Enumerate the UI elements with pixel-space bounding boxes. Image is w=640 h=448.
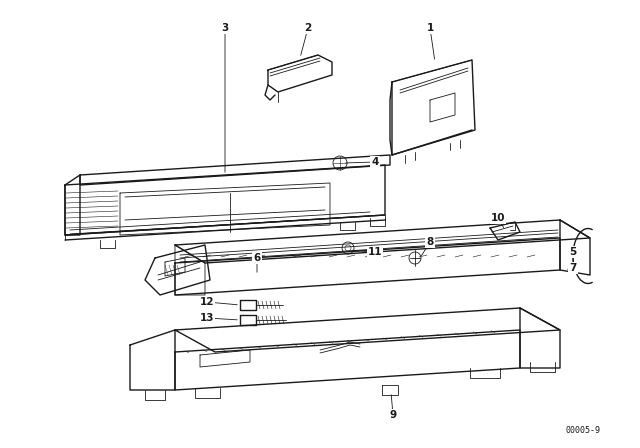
- Text: 11: 11: [368, 247, 382, 257]
- Text: 8: 8: [426, 237, 434, 247]
- Text: 13: 13: [200, 313, 214, 323]
- Text: 2: 2: [305, 23, 312, 33]
- Text: 00005-9: 00005-9: [565, 426, 600, 435]
- Text: 10: 10: [491, 213, 505, 223]
- Text: 12: 12: [200, 297, 214, 307]
- Text: 1: 1: [426, 23, 434, 33]
- Text: 6: 6: [253, 253, 260, 263]
- Text: 4: 4: [371, 157, 379, 167]
- Text: 5: 5: [570, 247, 577, 257]
- Text: 7: 7: [570, 263, 577, 273]
- Text: 3: 3: [221, 23, 228, 33]
- Text: 9: 9: [389, 410, 397, 420]
